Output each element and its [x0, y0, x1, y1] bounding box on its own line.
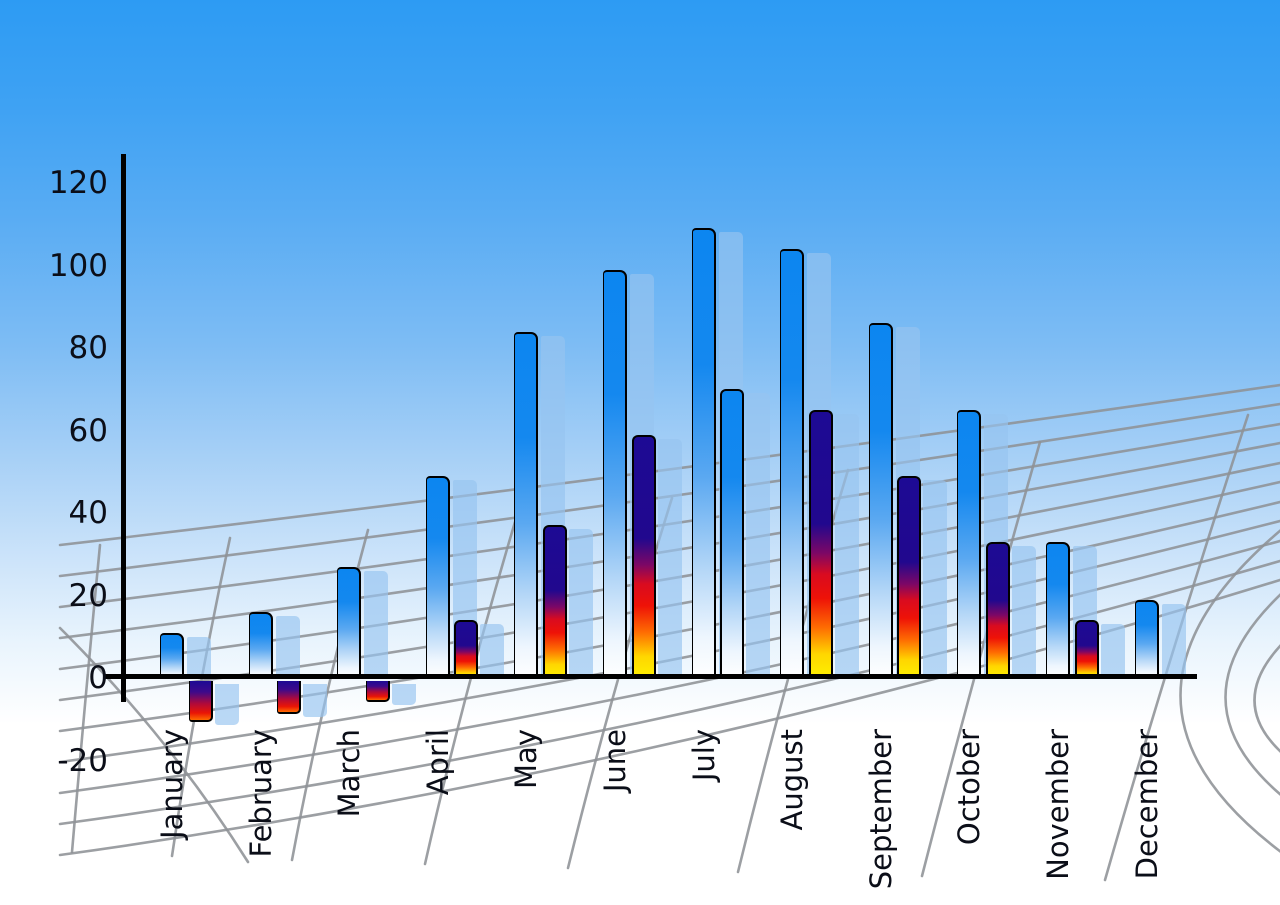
x-tick-label-january: January	[155, 729, 189, 839]
bar-september-secondary	[897, 475, 922, 678]
bar-shadow-september-secondary	[923, 479, 948, 678]
bar-march-secondary	[365, 681, 390, 702]
x-tick-label-february: February	[243, 729, 278, 858]
x-tick-label-april: April	[420, 729, 455, 796]
bar-june-secondary	[631, 434, 656, 678]
bar-april-primary	[425, 475, 450, 678]
bar-january-primary	[160, 632, 184, 678]
bar-november-secondary	[1074, 620, 1099, 678]
bar-shadow-january-primary	[187, 636, 211, 678]
bar-july-primary	[691, 228, 716, 678]
bar-october-primary	[957, 409, 982, 678]
bar-january-secondary	[188, 681, 213, 723]
y-axis-line	[120, 154, 126, 702]
y-tick-label-120: 120	[48, 165, 108, 201]
x-tick-label-may: May	[509, 729, 544, 789]
bar-july-secondary	[720, 389, 745, 678]
x-tick-label-august: August	[775, 729, 810, 831]
bar-march-primary	[337, 566, 362, 678]
bar-shadow-april-secondary	[480, 624, 505, 678]
bar-shadow-march-primary	[364, 570, 389, 678]
bar-november-primary	[1046, 541, 1070, 678]
bar-october-secondary	[985, 541, 1010, 678]
bar-shadow-july-secondary	[746, 393, 771, 678]
x-tick-label-october: October	[952, 729, 987, 846]
bar-shadow-october-secondary	[1011, 545, 1036, 678]
bar-shadow-february-secondary	[303, 684, 328, 717]
bar-may-secondary	[542, 525, 567, 678]
y-tick-label-20: 20	[68, 577, 108, 614]
bar-shadow-january-secondary	[214, 684, 239, 726]
y-tick-label-40: 40	[68, 495, 108, 531]
x-tick-label-september: September	[863, 729, 898, 890]
bar-shadow-november-secondary	[1100, 624, 1125, 678]
bar-august-primary	[780, 249, 805, 678]
y-tick-label-60: 60	[68, 412, 108, 449]
bar-august-secondary	[808, 409, 833, 678]
x-axis-line	[104, 673, 1197, 679]
bar-february-primary	[248, 612, 273, 678]
x-tick-label-november: November	[1041, 729, 1075, 880]
y-tick-label--20: -20	[57, 742, 108, 779]
bar-shadow-may-secondary	[568, 529, 593, 678]
bar-shadow-august-secondary	[834, 413, 859, 678]
bar-april-secondary	[454, 620, 479, 678]
y-tick-label-0: 0	[88, 660, 108, 696]
bar-may-primary	[514, 331, 539, 678]
bar-june-primary	[603, 269, 627, 678]
y-tick-label-80: 80	[68, 330, 108, 366]
x-tick-label-december: December	[1129, 729, 1164, 880]
bar-september-primary	[868, 323, 893, 678]
bar-shadow-february-primary	[275, 616, 300, 678]
bar-shadow-march-secondary	[391, 684, 416, 705]
x-tick-label-june: June	[598, 729, 632, 793]
x-tick-label-march: March	[332, 729, 367, 818]
x-tick-label-july: July	[686, 729, 721, 782]
y-tick-label-100: 100	[48, 247, 108, 284]
bar-shadow-june-secondary	[657, 438, 682, 678]
bar-december-primary	[1134, 599, 1159, 678]
bar-shadow-december-primary	[1161, 603, 1186, 678]
bar-february-secondary	[277, 681, 302, 714]
